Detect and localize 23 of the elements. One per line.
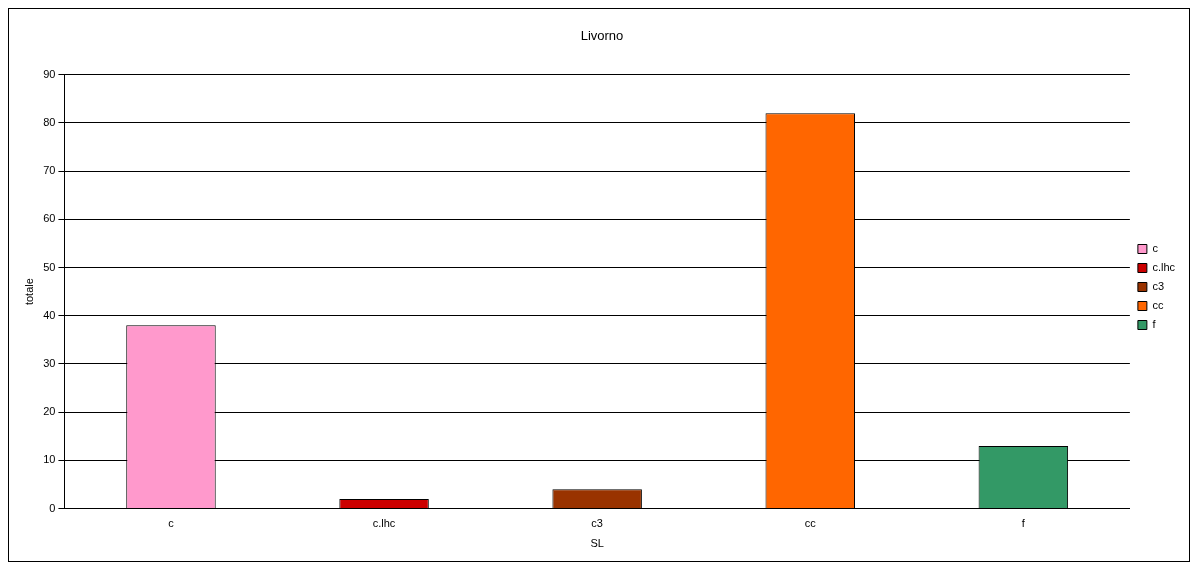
chart-title: Livorno: [580, 28, 624, 44]
legend-label: f: [1152, 318, 1157, 331]
y-tick-label: 0: [49, 501, 56, 514]
legend-label: c: [1152, 242, 1159, 255]
y-axis-title: totale: [22, 278, 35, 306]
x-axis-title: SL: [590, 537, 604, 550]
y-tick-label: 10: [43, 453, 56, 466]
y-tick-label: 20: [43, 405, 56, 418]
y-tick-label: 70: [43, 164, 56, 177]
x-tick-label: cc: [804, 517, 817, 530]
legend-label: cc: [1152, 299, 1164, 312]
y-tick-label: 80: [43, 115, 56, 128]
y-tick-label: 90: [43, 67, 56, 80]
x-tick-label: c: [168, 517, 175, 530]
y-tick-label: 60: [43, 212, 56, 225]
y-tick-label: 50: [43, 260, 56, 273]
y-tick-label: 30: [43, 356, 56, 369]
y-tick-label: 40: [43, 308, 56, 321]
x-tick-label: c3: [591, 517, 603, 530]
x-tick-label: f: [1021, 517, 1026, 530]
legend-label: c3: [1152, 280, 1165, 293]
legend-label: c.lhc: [1152, 261, 1176, 274]
x-tick-label: c.lhc: [372, 517, 396, 530]
